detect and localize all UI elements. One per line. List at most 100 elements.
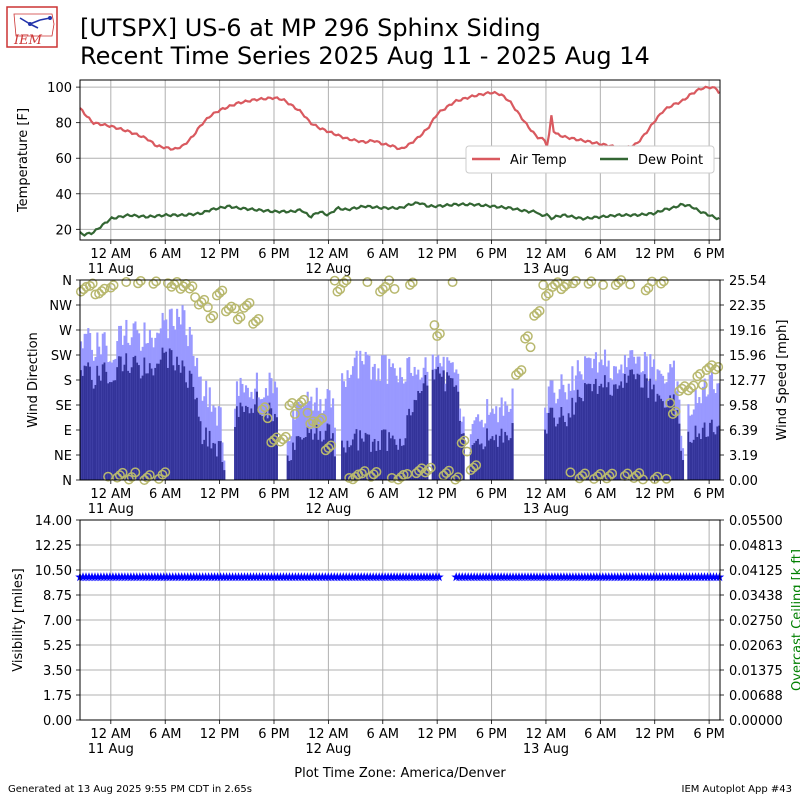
- wind-speed-bar: [689, 441, 692, 480]
- wind-direction-point: [121, 277, 132, 287]
- wind-gust-bar: [397, 382, 400, 480]
- wind-speed-bar: [98, 375, 101, 480]
- vis-xtick-label: 12 PM: [417, 727, 457, 742]
- wind-direction-point: [661, 473, 672, 484]
- wind-speed-bar: [665, 407, 668, 480]
- wind-speed-bar: [386, 450, 389, 480]
- temp-frame: [79, 79, 721, 241]
- wind-xtick-label: 12 AM: [90, 487, 131, 502]
- wind-direction-point: [302, 407, 313, 418]
- wind-speed-bar: [406, 415, 409, 480]
- wind-speed-bar: [192, 386, 195, 480]
- wind-speed-bar: [89, 366, 92, 480]
- wind-gust-bar: [288, 441, 291, 480]
- wind-speed-bar: [208, 430, 211, 480]
- wind-speed-bar: [110, 382, 113, 480]
- wind-speed-bar: [159, 359, 162, 480]
- wind-speed-bar: [676, 409, 679, 480]
- wind-speed-bar: [654, 401, 657, 480]
- wind-speed-bar: [703, 422, 706, 480]
- wind-speed-bar: [705, 436, 708, 480]
- wind-speed-bar: [495, 434, 498, 480]
- wind-xtick-label: 6 PM: [476, 487, 507, 502]
- wind-speed-bar: [241, 406, 244, 480]
- vis-tick-label: 0.00: [43, 714, 72, 729]
- wind-speed-bar: [94, 384, 97, 480]
- vis-xtick-label: 6 PM: [258, 727, 289, 742]
- wind-speed-bar: [714, 434, 717, 480]
- wind-speed-bar: [634, 379, 637, 480]
- wind-gust-bar: [375, 380, 378, 480]
- ceiling-tick-label: 0.00688: [729, 689, 783, 704]
- temp-xtick-label: 6 PM: [258, 247, 289, 262]
- wind-xtick-date: 12 Aug: [305, 502, 351, 517]
- wind-speed-bar: [196, 397, 199, 480]
- wind-speed-bar: [438, 373, 442, 480]
- wind-speed-bar: [710, 419, 714, 480]
- wind-speed-bar: [391, 435, 394, 480]
- wind-speed-bar: [210, 448, 213, 480]
- wind-direction-point: [217, 285, 228, 296]
- ceiling-tick-label: 0.04813: [729, 539, 783, 554]
- wind-speed-bar: [411, 412, 414, 480]
- wind-speed-bar: [696, 436, 699, 480]
- wind-speed-bar: [87, 362, 90, 480]
- wind-speed-bar: [259, 414, 262, 480]
- wind-direction-point: [94, 288, 104, 299]
- wind-speed-bar: [596, 393, 599, 480]
- wind-speed-bar: [658, 395, 661, 480]
- wind-speed-bar: [444, 391, 447, 480]
- wind-direction-point: [317, 413, 327, 424]
- wind-direction-point: [320, 445, 331, 456]
- wind-direction-point: [529, 310, 540, 321]
- wind-speed-bar: [165, 351, 168, 480]
- wind-speed-bar: [413, 399, 416, 480]
- wind-direction-point: [459, 435, 470, 446]
- temp-xtick-label: 12 PM: [635, 247, 675, 262]
- wind-speed-bar: [698, 433, 701, 480]
- wind-speed-bar: [150, 368, 153, 480]
- wind-direction-point: [628, 473, 639, 483]
- wind-speed-bar: [712, 432, 715, 480]
- visibility-point: [434, 572, 444, 582]
- wind-speed-bar: [556, 423, 559, 480]
- wind-gust-bar: [293, 419, 297, 480]
- wind-gust-bar: [206, 407, 210, 480]
- wind-gust-bar: [341, 373, 344, 480]
- wind-direction-point: [511, 370, 521, 380]
- wind-speed-bar: [116, 367, 119, 480]
- wind-direction-point: [556, 284, 567, 295]
- temp-xtick-label: 12 AM: [308, 247, 349, 262]
- wind-speed-bar: [121, 371, 124, 480]
- wind-speed-bar: [132, 357, 135, 480]
- wind-speed-bar: [308, 432, 311, 480]
- wind-direction-point: [441, 468, 452, 479]
- wind-speed-bar: [243, 411, 246, 480]
- temp-ytick-label: 60: [55, 152, 72, 167]
- wind-speed-bar: [616, 388, 619, 480]
- legend-air-temp-label: Air Temp: [510, 153, 567, 168]
- wind-speed-bar: [139, 378, 142, 480]
- wind-speed-bar: [188, 370, 191, 480]
- vis-frame: [79, 519, 721, 721]
- wind-speed-bar: [272, 421, 275, 480]
- wind-direction-point: [368, 469, 379, 480]
- wind-direction-point: [568, 278, 579, 289]
- wind-direction-point: [601, 473, 612, 484]
- wind-speed-bar: [493, 440, 496, 480]
- wind-direction-point: [359, 466, 370, 477]
- wind-speed-bar: [248, 413, 251, 480]
- wind-speed-axis-title: Wind Speed [mph]: [775, 320, 790, 441]
- wind-speed-bar: [199, 421, 202, 480]
- wind-speed-bar: [582, 401, 585, 480]
- wind-speed-bar: [442, 370, 445, 480]
- wind-speed-bar: [647, 397, 650, 480]
- wind-direction-point: [311, 418, 322, 429]
- wind-direction-point: [405, 279, 415, 290]
- ceiling-tick-label: 0.02750: [729, 614, 783, 629]
- wind-speed-bar: [607, 382, 610, 480]
- wind-speed-bar: [672, 394, 675, 480]
- wind-direction-point: [133, 278, 143, 289]
- wind-speed-bar: [81, 375, 84, 480]
- wind-dir-tick-label: N: [62, 274, 72, 289]
